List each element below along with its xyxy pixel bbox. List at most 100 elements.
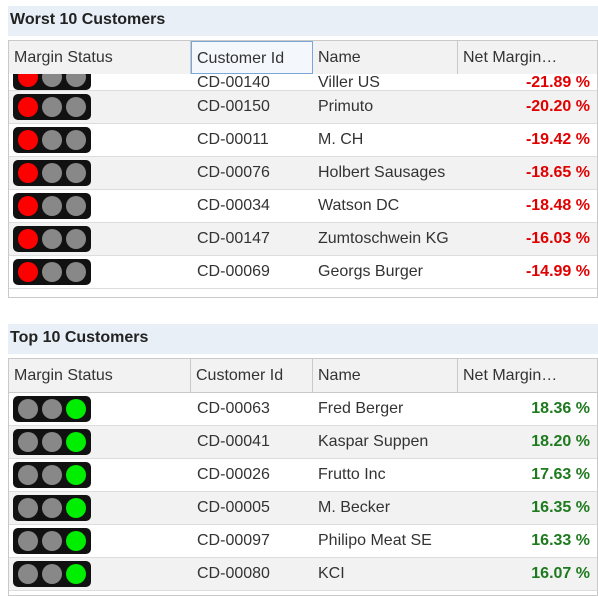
name-cell: Primuto [313, 98, 458, 116]
margin-status-cell [9, 528, 191, 554]
worst-grid-body[interactable]: CD-00140 Viller US -21.89 % CD-00150 Primuto… [9, 74, 597, 297]
table-row[interactable]: CD-00076 Holbert Sausages -18.65 % [9, 157, 597, 190]
table-row[interactable]: CD-00063 Fred Berger 18.36 % [9, 393, 597, 426]
customer-id-cell-text: CD-00147 [197, 230, 270, 247]
red-lamp-icon [18, 432, 38, 452]
table-row[interactable]: CD-00080 KCI 16.07 % [9, 558, 597, 591]
traffic-light-icon [13, 259, 91, 285]
table-row[interactable]: CD-00069 Georgs Burger -14.99 % [9, 256, 597, 289]
top-customers-panel: Top 10 Customers Margin Status Customer … [8, 324, 598, 596]
red-lamp-icon [18, 229, 38, 249]
amber-lamp-icon [42, 465, 62, 485]
net-margin-cell: 18.36 % [458, 400, 590, 418]
name-cell: M. Becker [313, 499, 458, 517]
margin-status-cell [9, 160, 191, 186]
table-row[interactable]: CD-00034 Watson DC -18.48 % [9, 190, 597, 223]
amber-lamp-icon [42, 399, 62, 419]
net-margin-cell: 16.33 % [458, 532, 590, 550]
red-lamp-icon [18, 130, 38, 150]
amber-lamp-icon [42, 163, 62, 183]
net-margin-cell-text: 16.35 % [531, 499, 590, 516]
amber-lamp-icon [42, 262, 62, 282]
table-row[interactable]: CD-00147 Zumtoschwein KG -16.03 % [9, 223, 597, 256]
amber-lamp-icon [42, 432, 62, 452]
table-row[interactable]: CD-00011 M. CH -19.42 % [9, 124, 597, 157]
amber-lamp-icon [42, 74, 62, 87]
amber-lamp-icon [42, 498, 62, 518]
header-name[interactable]: Name [313, 41, 458, 74]
traffic-light-icon [13, 429, 91, 455]
net-margin-cell-text: 17.63 % [531, 466, 590, 483]
traffic-light-icon [13, 561, 91, 587]
customer-id-cell-text: CD-00011 [197, 131, 269, 148]
customer-id-cell: CD-00097 [191, 532, 313, 550]
green-lamp-icon [66, 465, 86, 485]
net-margin-cell-text: -14.99 % [525, 263, 590, 280]
net-margin-cell-text: -16.03 % [525, 230, 590, 247]
margin-status-cell [9, 561, 191, 587]
header-customer-id[interactable]: Customer Id [191, 359, 313, 392]
customer-id-cell: CD-00069 [191, 263, 313, 281]
top-customers-grid: Margin Status Customer Id Name Net Margi… [8, 358, 598, 596]
traffic-light-icon [13, 74, 91, 90]
red-lamp-icon [18, 564, 38, 584]
traffic-light-icon [13, 193, 91, 219]
name-cell-text: Kaspar Suppen [318, 433, 429, 450]
header-name[interactable]: Name [313, 359, 458, 392]
customer-id-cell: CD-00041 [191, 433, 313, 451]
amber-lamp-icon [42, 531, 62, 551]
name-cell: Viller US [313, 74, 458, 90]
table-row[interactable]: CD-00097 Philipo Meat SE 16.33 % [9, 525, 597, 558]
customer-id-cell-text: CD-00005 [197, 499, 270, 516]
amber-lamp-icon [42, 564, 62, 584]
worst-grid-header: Margin Status Customer Id Name Net Margi… [9, 41, 597, 75]
green-lamp-icon [66, 97, 86, 117]
top-grid-body[interactable]: CD-00063 Fred Berger 18.36 % CD-00041 Kaspar… [9, 393, 597, 595]
net-margin-cell-text: 18.20 % [531, 433, 590, 450]
traffic-light-icon [13, 528, 91, 554]
header-margin-status[interactable]: Margin Status [9, 359, 191, 392]
margin-status-cell [9, 396, 191, 422]
table-row[interactable]: CD-00041 Kaspar Suppen 18.20 % [9, 426, 597, 459]
worst-customers-grid: Margin Status Customer Id Name Net Margi… [8, 40, 598, 298]
customer-id-cell: CD-00011 [191, 131, 313, 149]
name-cell-text: Philipo Meat SE [318, 532, 432, 549]
header-customer-id[interactable]: Customer Id [191, 41, 313, 74]
net-margin-cell: 18.20 % [458, 433, 590, 451]
traffic-light-icon [13, 396, 91, 422]
header-net-margin[interactable]: Net Margin… [463, 367, 558, 384]
red-lamp-icon [18, 531, 38, 551]
traffic-light-icon [13, 226, 91, 252]
customer-id-cell-text: CD-00034 [197, 197, 270, 214]
customer-id-cell: CD-00140 [191, 74, 313, 91]
green-lamp-icon [66, 74, 86, 87]
net-margin-cell-text: -20.20 % [525, 98, 590, 115]
table-row[interactable]: CD-00026 Frutto Inc 17.63 % [9, 459, 597, 492]
table-row[interactable]: CD-00150 Primuto -20.20 % [9, 91, 597, 124]
margin-status-cell [9, 259, 191, 285]
table-row[interactable]: CD-00140 Viller US -21.89 % [9, 74, 597, 91]
name-cell: Georgs Burger [313, 263, 458, 281]
header-margin-status[interactable]: Margin Status [9, 41, 191, 74]
margin-status-cell [9, 495, 191, 521]
red-lamp-icon [18, 399, 38, 419]
margin-status-cell [9, 127, 191, 153]
customer-id-cell: CD-00080 [191, 565, 313, 583]
red-lamp-icon [18, 74, 38, 87]
traffic-light-icon [13, 94, 91, 120]
name-cell: Zumtoschwein KG [313, 230, 458, 248]
customer-id-cell-text: CD-00150 [197, 98, 270, 115]
margin-status-cell [9, 94, 191, 120]
customer-id-cell-text: CD-00041 [197, 433, 270, 450]
traffic-light-icon [13, 495, 91, 521]
name-cell-text: KCI [318, 565, 345, 582]
name-cell: Kaspar Suppen [313, 433, 458, 451]
customer-id-cell-text: CD-00097 [197, 532, 270, 549]
customer-id-cell-text: CD-00140 [197, 74, 270, 91]
table-row[interactable]: CD-00005 M. Becker 16.35 % [9, 492, 597, 525]
header-net-margin[interactable]: Net Margin… [463, 49, 558, 66]
red-lamp-icon [18, 498, 38, 518]
margin-status-cell [9, 193, 191, 219]
name-cell-text: Frutto Inc [318, 466, 386, 483]
green-lamp-icon [66, 399, 86, 419]
